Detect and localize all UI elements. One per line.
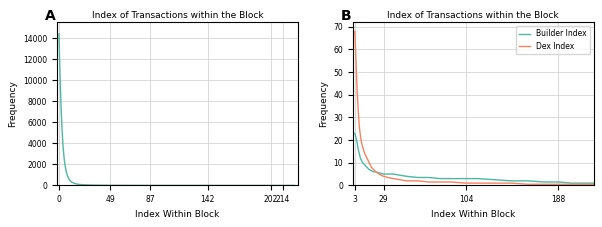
Dex Index xyxy=(372,170,379,173)
Dex Index xyxy=(356,125,363,128)
Line: Builder Index: Builder Index xyxy=(355,133,594,183)
Dex Index xyxy=(389,177,397,180)
Builder Index xyxy=(352,136,359,139)
Dex Index xyxy=(555,183,562,186)
Dex Index xyxy=(380,175,387,178)
Builder Index xyxy=(358,159,365,162)
Builder Index xyxy=(507,180,515,182)
Builder Index xyxy=(436,177,443,180)
Dex Index xyxy=(358,141,365,144)
Dex Index xyxy=(353,89,361,92)
Dex Index xyxy=(491,182,498,185)
Dex Index xyxy=(376,173,383,175)
Builder Index xyxy=(356,152,363,155)
Builder Index xyxy=(555,181,562,183)
Dex Index xyxy=(568,183,576,186)
Builder Index xyxy=(403,175,410,178)
Dex Index xyxy=(541,183,548,186)
Builder Index xyxy=(447,177,455,180)
Dex Index xyxy=(370,168,377,171)
Y-axis label: Frequency: Frequency xyxy=(8,80,17,127)
Builder Index xyxy=(353,141,361,144)
Dex Index xyxy=(474,182,482,185)
Dex Index xyxy=(365,161,373,164)
Dex Index xyxy=(436,181,443,183)
Dex Index xyxy=(384,176,391,179)
Builder Index xyxy=(357,157,364,160)
Builder Index xyxy=(541,181,548,183)
Dex Index xyxy=(414,180,421,182)
Builder Index xyxy=(396,174,403,177)
Builder Index xyxy=(579,182,586,185)
Dex Index xyxy=(425,181,432,183)
Builder Index xyxy=(368,169,375,172)
Builder Index xyxy=(462,177,470,180)
Builder Index xyxy=(568,182,576,185)
Builder Index xyxy=(524,180,531,182)
Dex Index xyxy=(355,109,362,112)
Builder Index xyxy=(384,173,391,175)
Text: B: B xyxy=(341,9,352,23)
X-axis label: Index Within Block: Index Within Block xyxy=(431,210,515,219)
Builder Index xyxy=(414,176,421,179)
Dex Index xyxy=(403,180,410,182)
Builder Index xyxy=(352,132,359,135)
Text: A: A xyxy=(45,9,55,23)
Builder Index xyxy=(389,173,397,175)
Builder Index xyxy=(590,182,597,185)
Dex Index xyxy=(507,182,515,185)
Builder Index xyxy=(474,177,482,180)
Y-axis label: Frequency: Frequency xyxy=(318,80,327,127)
Builder Index xyxy=(365,168,373,171)
Builder Index xyxy=(359,161,366,164)
Dex Index xyxy=(352,30,359,33)
Builder Index xyxy=(355,148,362,151)
Dex Index xyxy=(368,166,375,169)
Builder Index xyxy=(361,164,368,166)
Dex Index xyxy=(462,182,470,185)
Line: Dex Index: Dex Index xyxy=(355,31,594,184)
X-axis label: Index Within Block: Index Within Block xyxy=(135,210,220,219)
Dex Index xyxy=(361,152,368,155)
Builder Index xyxy=(491,178,498,181)
Builder Index xyxy=(376,172,383,174)
Builder Index xyxy=(372,170,379,173)
Dex Index xyxy=(357,134,364,137)
Dex Index xyxy=(579,183,586,186)
Dex Index xyxy=(590,183,597,186)
Builder Index xyxy=(425,176,432,179)
Title: Index of Transactions within the Block: Index of Transactions within the Block xyxy=(387,11,559,20)
Dex Index xyxy=(524,183,531,186)
Builder Index xyxy=(370,170,377,173)
Dex Index xyxy=(352,59,359,62)
Dex Index xyxy=(396,178,403,181)
Title: Index of Transactions within the Block: Index of Transactions within the Block xyxy=(92,11,263,20)
Dex Index xyxy=(359,146,366,148)
Legend: Builder Index, Dex Index: Builder Index, Dex Index xyxy=(515,26,590,54)
Dex Index xyxy=(364,157,371,160)
Builder Index xyxy=(364,166,371,169)
Builder Index xyxy=(380,173,387,175)
Dex Index xyxy=(447,181,455,183)
